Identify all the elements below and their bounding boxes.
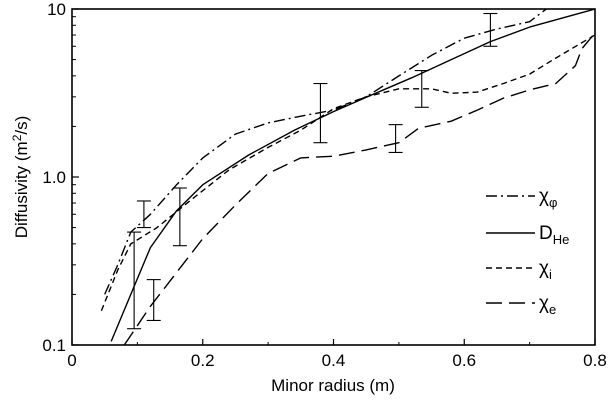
legend-label-1: χφ xyxy=(539,186,557,210)
x-tick-label: 0.6 xyxy=(452,351,476,370)
x-axis-label: Minor radius (m) xyxy=(271,376,395,395)
legend-label-main: χ xyxy=(539,258,549,279)
legend-label-main: D xyxy=(539,223,553,244)
y-axis-label-post: /s) xyxy=(12,116,31,135)
x-tick-label: 0.2 xyxy=(191,351,215,370)
y-tick-label: 1.0 xyxy=(42,168,66,187)
series-line-1 xyxy=(104,9,548,295)
x-tick-label: 0.8 xyxy=(583,351,607,370)
series-line-4 xyxy=(123,32,595,345)
x-axis-ticks: 0 0.2 0.4 0.6 0.8 xyxy=(67,339,607,370)
y-tick-label: 10 xyxy=(47,0,66,19)
y-axis-label-pre: Diffusivity (m xyxy=(12,141,31,238)
legend-label-main: χ xyxy=(539,186,549,207)
legend-label-2: DHe xyxy=(539,223,569,247)
legend-label-sub: φ xyxy=(549,195,557,210)
legend-label-main: χ xyxy=(539,293,549,314)
y-axis-ticks: 0.1 1.0 10 xyxy=(42,0,79,355)
y-axis-label: Diffusivity (m2/s) xyxy=(10,116,31,239)
series-line-3 xyxy=(100,34,595,311)
y-tick-label: 0.1 xyxy=(42,336,66,355)
legend-label-3: χi xyxy=(539,258,552,282)
x-tick-label: 0.4 xyxy=(322,351,346,370)
plot-frame xyxy=(71,8,596,346)
y-axis-label-sup: 2 xyxy=(10,134,24,141)
legend-label-sub: e xyxy=(549,302,556,317)
series-layer xyxy=(100,9,595,345)
legend-label-4: χe xyxy=(539,293,556,317)
series-line-2 xyxy=(110,9,595,342)
error-bar-layer xyxy=(127,12,498,330)
legend-label-sub: He xyxy=(553,232,570,247)
x-tick-label: 0 xyxy=(67,351,76,370)
legend-label-sub: i xyxy=(549,267,552,282)
